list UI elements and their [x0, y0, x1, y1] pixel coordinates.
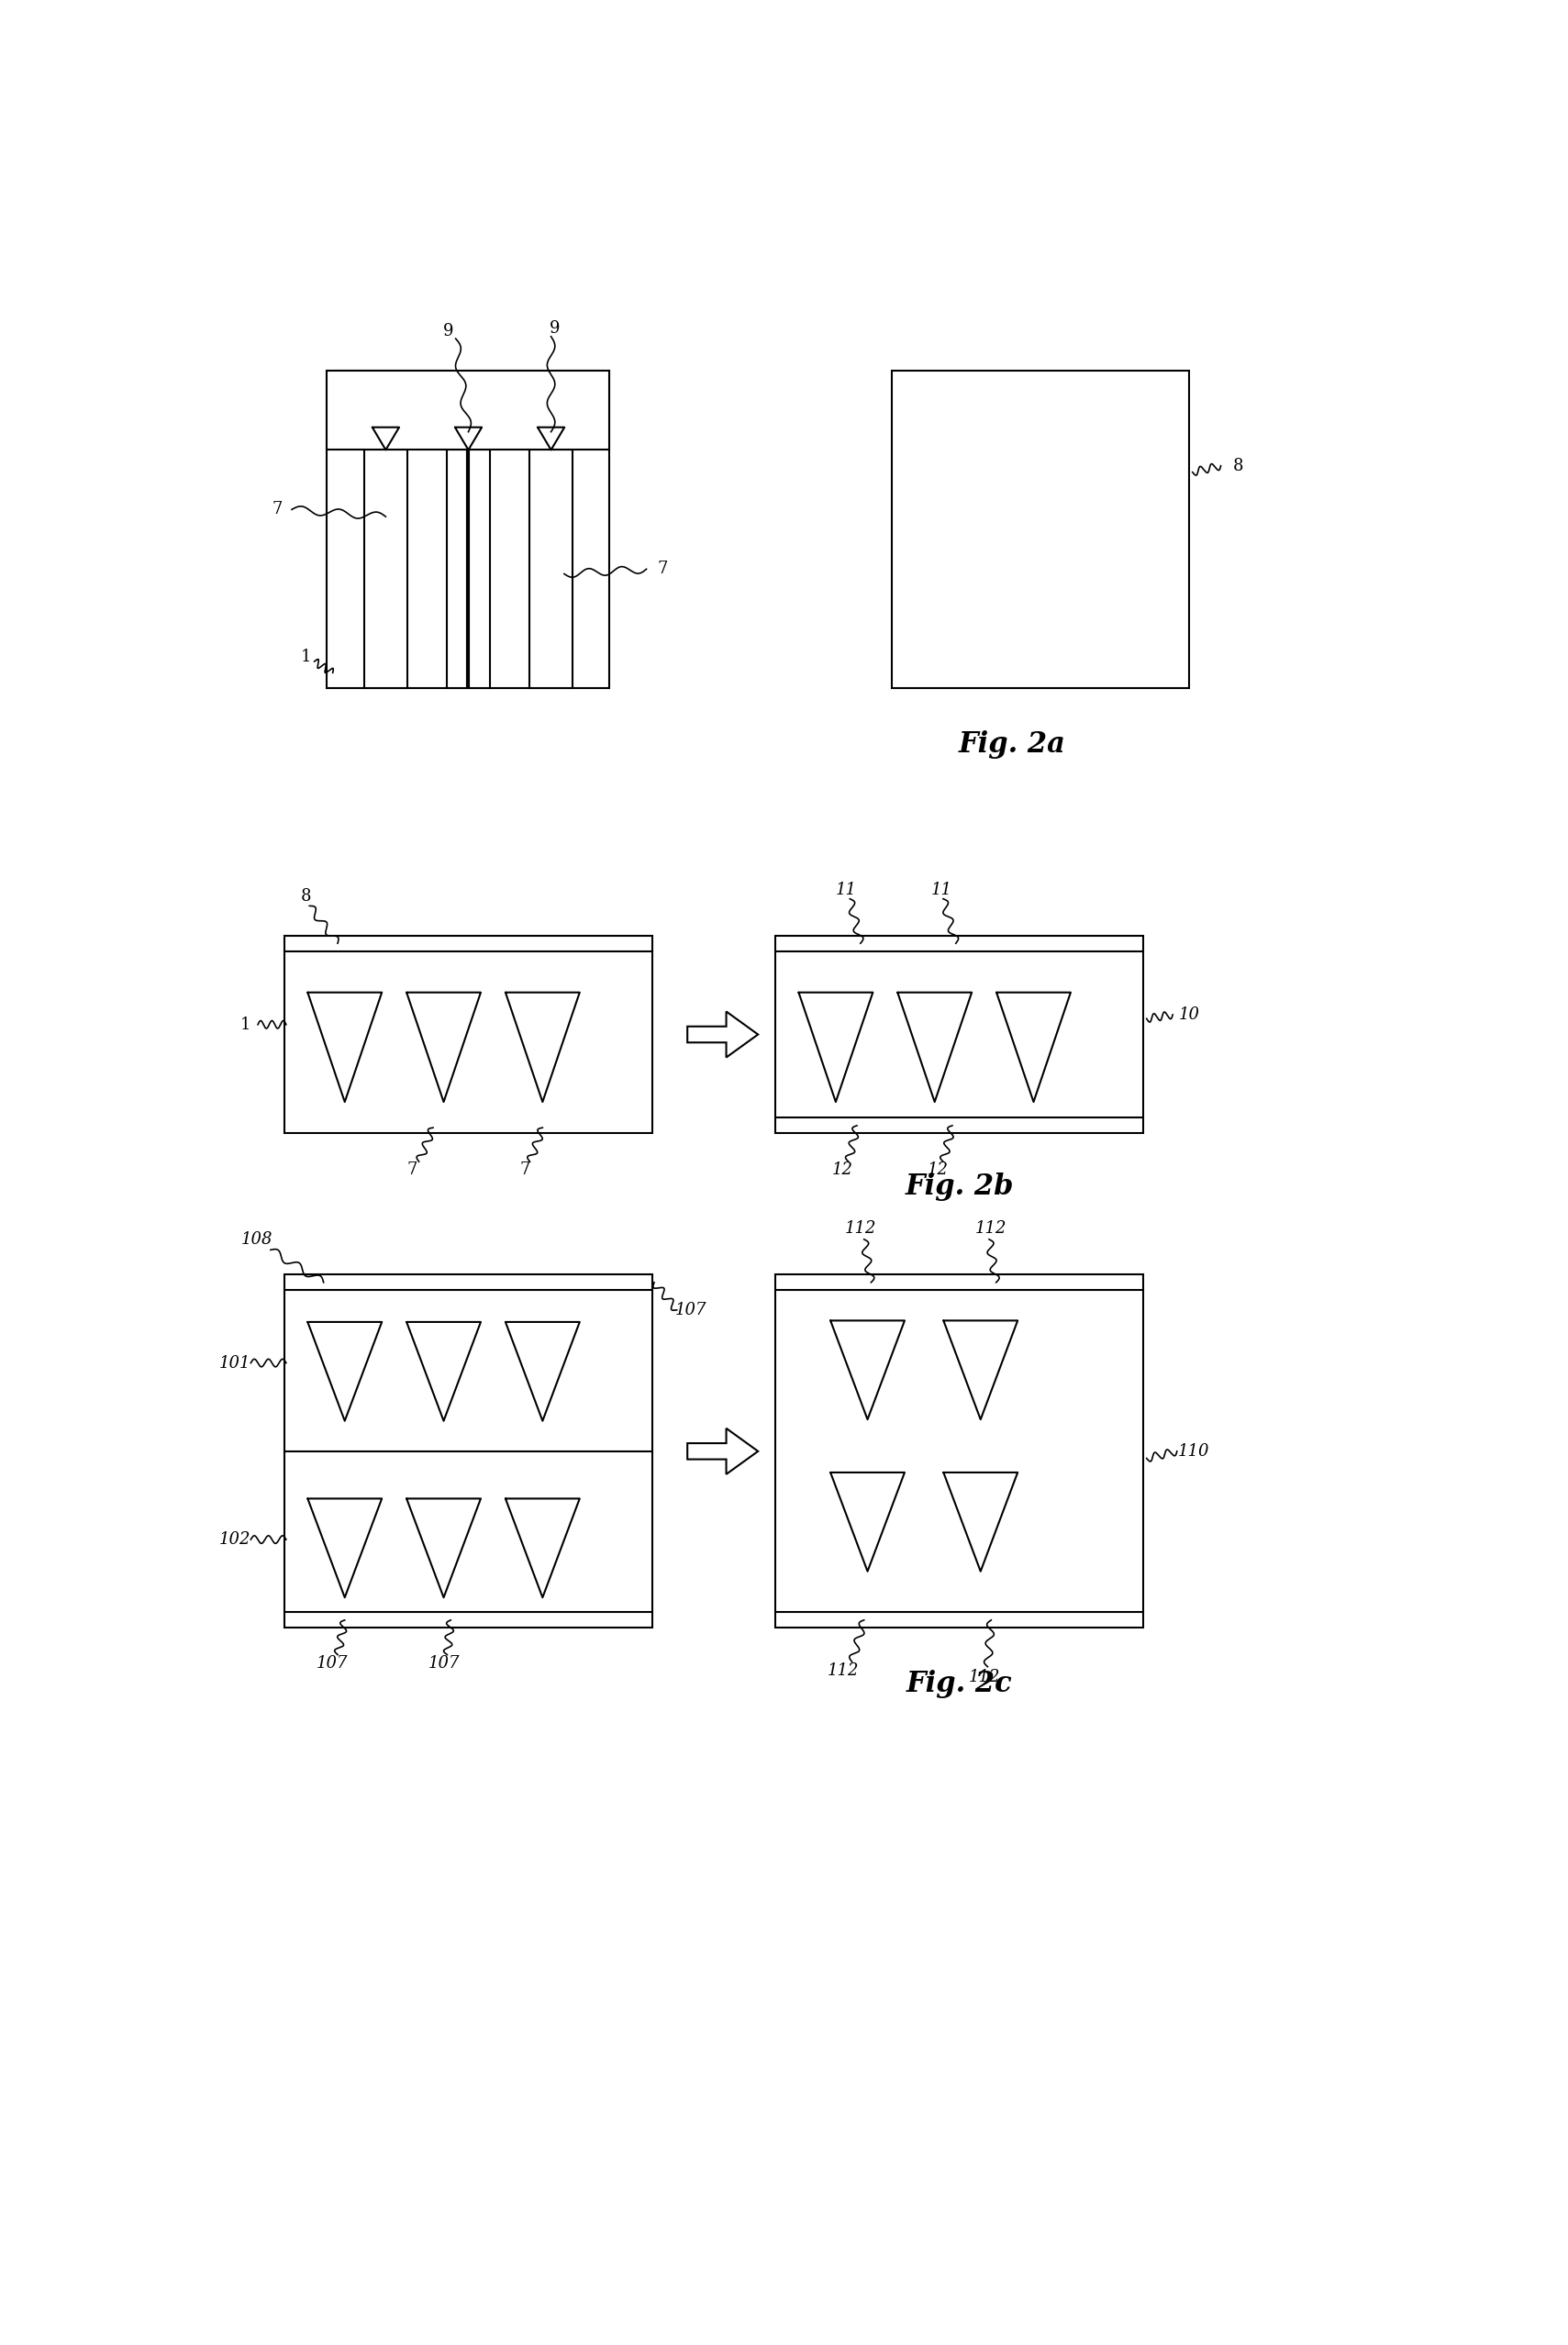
Text: 12: 12: [928, 1161, 949, 1177]
Text: 112: 112: [826, 1663, 859, 1679]
Text: 1: 1: [240, 1015, 251, 1032]
Text: 101: 101: [220, 1355, 251, 1372]
Text: 112: 112: [975, 1219, 1007, 1238]
Bar: [892, 371, 1189, 689]
Bar: [285, 936, 652, 1133]
Bar: [328, 371, 610, 450]
Text: 1: 1: [301, 647, 310, 664]
Text: 7: 7: [519, 1161, 530, 1177]
Text: 12: 12: [833, 1161, 853, 1177]
Text: 107: 107: [428, 1656, 459, 1672]
Bar: [776, 1276, 1143, 1627]
Text: 11: 11: [836, 882, 856, 898]
Text: Fig. 2a: Fig. 2a: [958, 732, 1066, 760]
Text: 7: 7: [406, 1161, 417, 1177]
Text: Fig. 2c: Fig. 2c: [906, 1670, 1013, 1698]
Bar: [364, 450, 408, 689]
Text: 10: 10: [1179, 1006, 1200, 1022]
Text: 8: 8: [301, 889, 310, 905]
Text: 107: 107: [676, 1301, 707, 1318]
Bar: [285, 1276, 652, 1627]
Text: 110: 110: [1178, 1442, 1210, 1459]
Text: 7: 7: [273, 502, 282, 518]
Text: 107: 107: [317, 1656, 348, 1672]
Text: 7: 7: [657, 560, 668, 577]
Text: 112: 112: [969, 1670, 1000, 1686]
Text: 9: 9: [444, 324, 453, 340]
Text: Fig. 2b: Fig. 2b: [905, 1172, 1014, 1201]
Bar: [776, 936, 1143, 1133]
Bar: [447, 450, 491, 689]
Text: 108: 108: [240, 1231, 273, 1248]
Text: 112: 112: [845, 1219, 877, 1238]
Bar: [328, 371, 610, 689]
Text: 9: 9: [549, 319, 560, 335]
Text: 8: 8: [1232, 457, 1243, 474]
Text: 11: 11: [931, 882, 952, 898]
Bar: [528, 450, 572, 689]
Text: 102: 102: [220, 1531, 251, 1548]
